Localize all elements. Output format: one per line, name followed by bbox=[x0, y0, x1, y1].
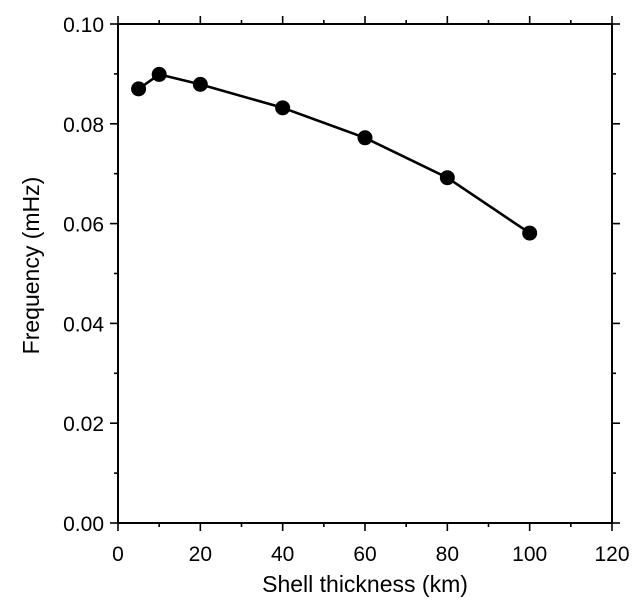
x-tick-label: 40 bbox=[271, 543, 294, 566]
y-tick-label: 0.08 bbox=[63, 114, 104, 137]
x-tick-label: 20 bbox=[189, 543, 212, 566]
x-tick-label: 60 bbox=[353, 543, 376, 566]
y-tick-label: 0.02 bbox=[63, 413, 104, 436]
series-line bbox=[137, 73, 531, 235]
x-tick-label: 80 bbox=[436, 543, 459, 566]
y-axis-label: Frequency (mHz) bbox=[18, 177, 44, 355]
data-point bbox=[131, 81, 147, 97]
x-axis-label: Shell thickness (km) bbox=[262, 571, 468, 597]
plot-frame bbox=[117, 23, 613, 524]
data-point bbox=[522, 225, 538, 241]
data-point bbox=[439, 170, 455, 186]
x-tick-label: 0 bbox=[112, 543, 124, 566]
axis-ticks bbox=[110, 16, 620, 531]
data-point bbox=[151, 66, 167, 82]
series-points bbox=[131, 66, 538, 241]
y-tick-label: 0.10 bbox=[63, 14, 104, 37]
data-point bbox=[357, 130, 373, 146]
x-tick-label: 100 bbox=[512, 543, 547, 566]
y-tick-label: 0.04 bbox=[63, 313, 104, 336]
data-point bbox=[275, 100, 291, 116]
data-point bbox=[192, 76, 208, 92]
tick-labels: 0 20 40 60 80 100 120 0.00 0.02 0.04 0.06 0.08 0.10 bbox=[63, 14, 629, 566]
y-tick-label: 0.00 bbox=[63, 513, 104, 536]
x-tick-label: 120 bbox=[594, 543, 629, 566]
y-tick-label: 0.06 bbox=[63, 214, 104, 237]
